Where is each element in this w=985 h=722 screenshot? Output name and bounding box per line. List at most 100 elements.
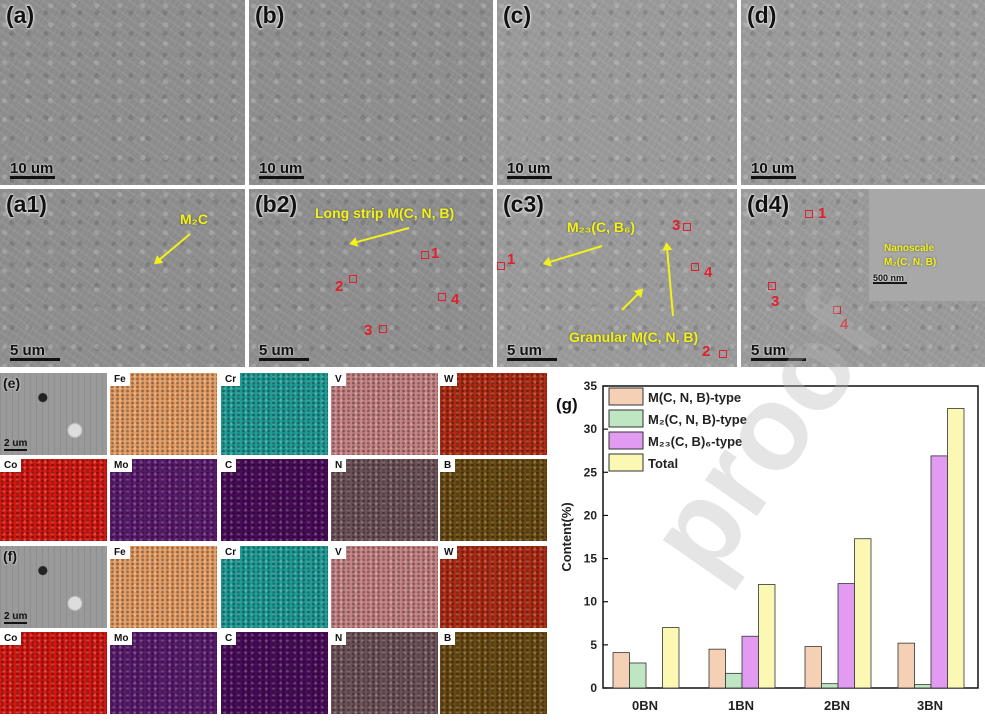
panel-label: (a1) <box>6 191 47 217</box>
legend-swatch <box>608 409 644 428</box>
eds-map-b: B <box>440 459 547 541</box>
x-tick-label: 0BN <box>632 698 658 713</box>
bse-image: (f) 2 um <box>0 546 107 628</box>
eds-map-cr: Cr <box>221 546 328 628</box>
sem-panel-a1: (a1) M₂C 5 um <box>0 189 245 367</box>
element-label: B <box>440 459 456 472</box>
marker-label: 4 <box>704 264 713 281</box>
bar-1BN-1 <box>725 672 743 689</box>
bar-1BN-3 <box>758 584 776 689</box>
eds-map-w: W <box>440 546 547 628</box>
eds-map-co: Co <box>0 632 107 714</box>
bar-2BN-1 <box>821 683 839 689</box>
sem-panel-d4: (d4) Nanoscale M₂(C, N, B) 500 nm 1 3 4 … <box>741 189 985 367</box>
annotation-granular: Granular M(C, N, B) <box>569 329 699 345</box>
x-tick-label: 2BN <box>824 698 850 713</box>
element-label: B <box>440 632 456 645</box>
x-tick-label: 3BN <box>917 698 943 713</box>
sem-panel-c3: (c3) M₂₃(C, B₆) Granular M(C, N, B) 3 1 … <box>497 189 737 367</box>
annotation-arrow <box>154 233 191 264</box>
y-tick-label: 0 <box>590 681 597 695</box>
bar-0BN-3 <box>662 627 680 689</box>
element-label: W <box>440 546 458 559</box>
eds-map-cr: Cr <box>221 373 328 455</box>
panel-label: (d) <box>747 2 777 28</box>
marker-label: 2 <box>702 343 711 360</box>
marker-box <box>421 251 429 259</box>
annotation-nanoscale: Nanoscale <box>884 243 935 254</box>
y-tick-label: 35 <box>584 379 598 393</box>
eds-map-c: C <box>221 632 328 714</box>
element-label: V <box>331 546 346 559</box>
y-tick-label: 10 <box>584 595 598 609</box>
sem-panel-a: (a) 10 um <box>0 0 245 185</box>
scale-bar: 10 um <box>751 160 796 179</box>
annotation-arrow <box>621 289 643 311</box>
bar-3BN-0 <box>897 642 915 689</box>
eds-map-mo: Mo <box>110 459 217 541</box>
marker-box <box>691 263 699 271</box>
bar-3BN-2 <box>930 455 948 689</box>
marker-label: 1 <box>507 251 516 268</box>
element-label: Mo <box>110 459 133 472</box>
bar-1BN-2 <box>741 635 759 689</box>
y-tick-label: 20 <box>584 508 598 522</box>
y-axis-label: Content(%) <box>559 502 574 571</box>
eds-map-co: Co <box>0 459 107 541</box>
plot-frame <box>602 385 979 689</box>
annotation-long-strip: Long strip M(C, N, B) <box>315 205 455 221</box>
annotation-m2-cnb: M₂(C, N, B) <box>884 257 937 268</box>
scale-bar: 5 um <box>507 342 557 361</box>
annotation-m2c: M₂C <box>180 211 208 227</box>
element-label: V <box>331 373 346 386</box>
eds-map-n: N <box>331 632 438 714</box>
marker-label: 2 <box>335 278 344 295</box>
eds-map-mo: Mo <box>110 632 217 714</box>
eds-map-fe: Fe <box>110 373 217 455</box>
panel-label: (g) <box>556 395 578 414</box>
y-tick-label: 5 <box>590 638 597 652</box>
eds-map-n: N <box>331 459 438 541</box>
annotation-arrow <box>665 244 674 317</box>
marker-label: 3 <box>771 293 780 310</box>
y-tick-label: 25 <box>584 465 598 479</box>
scale-bar: 10 um <box>259 160 304 179</box>
marker-label: 4 <box>451 291 460 308</box>
panel-label: (a) <box>6 2 35 28</box>
bar-1BN-0 <box>708 648 726 689</box>
legend-label: M₂(C, N, B)-type <box>648 412 747 427</box>
element-label: Fe <box>110 373 130 386</box>
sem-panel-b2: (b2) Long strip M(C, N, B) 1 2 3 4 5 um <box>249 189 493 367</box>
marker-box <box>438 293 446 301</box>
legend-swatch <box>608 431 644 450</box>
marker-label: 4 <box>840 316 849 333</box>
marker-label: 1 <box>431 245 440 262</box>
legend-swatch <box>608 387 644 406</box>
panel-label: (c3) <box>503 191 544 217</box>
element-label: Cr <box>221 373 241 386</box>
legend-label: Total <box>648 456 678 471</box>
eds-map-b: B <box>440 632 547 714</box>
annotation-m23: M₂₃(C, B₆) <box>567 219 636 235</box>
marker-box <box>805 210 813 218</box>
scale-bar: 5 um <box>10 342 60 361</box>
inset-scale-bar: 500 nm <box>873 273 907 284</box>
y-tick-label: 30 <box>584 422 598 436</box>
eds-map-fe: Fe <box>110 546 217 628</box>
element-label: Co <box>0 632 22 645</box>
marker-box <box>497 262 505 270</box>
bar-3BN-3 <box>947 408 965 689</box>
x-tick-label: 1BN <box>728 698 754 713</box>
element-label: N <box>331 632 347 645</box>
scale-bar: 5 um <box>751 342 806 361</box>
legend-swatch <box>608 453 644 472</box>
panel-label: (f) <box>3 548 17 564</box>
marker-box <box>349 275 357 283</box>
panel-label: (b) <box>255 2 285 28</box>
marker-box <box>833 306 841 314</box>
element-label: Co <box>0 459 22 472</box>
sem-panel-b: (b) 10 um <box>249 0 493 185</box>
eds-map-c: C <box>221 459 328 541</box>
y-tick-label: 15 <box>584 552 598 566</box>
panel-label: (d4) <box>747 191 790 217</box>
